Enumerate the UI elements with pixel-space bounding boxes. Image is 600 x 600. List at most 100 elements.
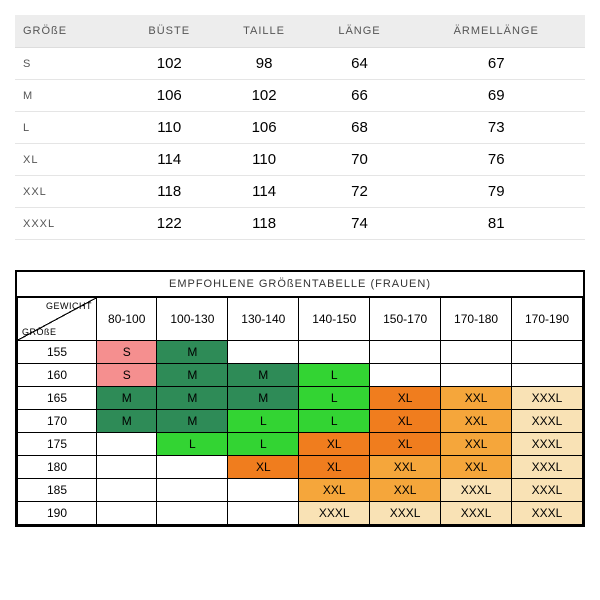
measurements-table: GRÖßEBÜSTETAILLELÄNGEÄRMELLÄNGE S1029864…	[15, 15, 585, 240]
recommendation-row: 190XXXLXXXLXXXLXXXL	[18, 502, 583, 525]
recommendation-row: 185XXLXXLXXXLXXXL	[18, 479, 583, 502]
recommendation-title: EMPFOHLENE GRÖßENTABELLE (FRAUEN)	[17, 272, 583, 297]
recommendation-row-header: 170	[18, 410, 97, 433]
recommendation-col-header: 170-190	[512, 298, 583, 341]
measurements-header-cell: LÄNGE	[312, 15, 408, 48]
measurements-row: M1061026669	[15, 80, 585, 112]
recommendation-cell	[370, 341, 441, 364]
measurements-cell: 73	[407, 112, 585, 144]
recommendation-cell: L	[299, 387, 370, 410]
recommendation-cell: XXL	[441, 433, 512, 456]
measurements-cell: M	[15, 80, 122, 112]
measurements-cell: 79	[407, 176, 585, 208]
recommendation-cell: M	[157, 387, 228, 410]
recommendation-cell	[157, 479, 228, 502]
measurements-cell: 74	[312, 208, 408, 240]
recommendation-cell: XL	[370, 387, 441, 410]
recommendation-row-header: 165	[18, 387, 97, 410]
measurements-cell: 70	[312, 144, 408, 176]
recommendation-col-header: 80-100	[97, 298, 157, 341]
recommendation-cell: XL	[370, 410, 441, 433]
recommendation-cell: XXXL	[512, 502, 583, 525]
recommendation-row: 160SMML	[18, 364, 583, 387]
recommendation-cell	[97, 456, 157, 479]
recommendation-cell	[228, 479, 299, 502]
recommendation-cell	[97, 433, 157, 456]
recommendation-col-header: 150-170	[370, 298, 441, 341]
recommendation-cell	[299, 341, 370, 364]
measurements-cell: 102	[122, 48, 217, 80]
recommendation-cell: XXXL	[512, 387, 583, 410]
recommendation-row: 180XLXLXXLXXLXXXL	[18, 456, 583, 479]
recommendation-row: 155SM	[18, 341, 583, 364]
recommendation-cell: XXXL	[512, 479, 583, 502]
recommendation-cell: XL	[299, 433, 370, 456]
measurements-row: L1101066873	[15, 112, 585, 144]
recommendation-cell: XXXL	[370, 502, 441, 525]
measurements-cell: 67	[407, 48, 585, 80]
measurements-cell: 64	[312, 48, 408, 80]
measurements-cell: 76	[407, 144, 585, 176]
measurements-cell: L	[15, 112, 122, 144]
measurements-body: S102986467M1061026669L1101066873XL114110…	[15, 48, 585, 240]
recommendation-cell: XL	[370, 433, 441, 456]
measurements-cell: 102	[217, 80, 312, 112]
measurements-header-cell: ÄRMELLÄNGE	[407, 15, 585, 48]
recommendation-cell: M	[97, 387, 157, 410]
recommendation-cell	[370, 364, 441, 387]
recommendation-cell	[228, 502, 299, 525]
recommendation-cell: XXXL	[512, 456, 583, 479]
recommendation-cell: M	[157, 341, 228, 364]
measurements-row: XL1141107076	[15, 144, 585, 176]
recommendation-col-header: 170-180	[441, 298, 512, 341]
recommendation-cell: L	[157, 433, 228, 456]
measurements-cell: 114	[122, 144, 217, 176]
corner-label-height: GRÖßE	[22, 327, 57, 337]
measurements-header-cell: GRÖßE	[15, 15, 122, 48]
recommendation-row-header: 180	[18, 456, 97, 479]
recommendation-cell	[228, 341, 299, 364]
measurements-cell: 118	[122, 176, 217, 208]
recommendation-row-header: 160	[18, 364, 97, 387]
measurements-cell: 81	[407, 208, 585, 240]
recommendation-cell	[97, 502, 157, 525]
measurements-cell: 118	[217, 208, 312, 240]
recommendation-cell	[441, 364, 512, 387]
corner-cell: GEWICHT GRÖßE	[18, 298, 97, 341]
recommendation-row: 170MMLLXLXXLXXXL	[18, 410, 583, 433]
recommendation-row-header: 175	[18, 433, 97, 456]
recommendation-cell: L	[299, 410, 370, 433]
recommendation-cell: XXXL	[441, 502, 512, 525]
recommendation-cell: L	[228, 433, 299, 456]
recommendation-cell: S	[97, 341, 157, 364]
recommendation-cell: XXL	[299, 479, 370, 502]
measurements-cell: 68	[312, 112, 408, 144]
measurements-cell: XXXL	[15, 208, 122, 240]
measurements-cell: XL	[15, 144, 122, 176]
measurements-cell: 110	[217, 144, 312, 176]
recommendation-cell: XXL	[441, 410, 512, 433]
spacer	[15, 240, 585, 270]
measurements-row: XXL1181147279	[15, 176, 585, 208]
measurements-cell: 69	[407, 80, 585, 112]
recommendation-cell	[512, 341, 583, 364]
recommendation-cell: XXXL	[512, 410, 583, 433]
recommendation-cell: XL	[228, 456, 299, 479]
recommendation-cell: XXXL	[512, 433, 583, 456]
recommendation-cell: XXXL	[299, 502, 370, 525]
recommendation-cell: M	[228, 364, 299, 387]
recommendation-row: 165MMMLXLXXLXXXL	[18, 387, 583, 410]
recommendation-row: 175LLXLXLXXLXXXL	[18, 433, 583, 456]
recommendation-cell: L	[228, 410, 299, 433]
recommendation-cell: L	[299, 364, 370, 387]
recommendation-cell	[512, 364, 583, 387]
recommendation-cell: XXL	[370, 479, 441, 502]
measurements-header-cell: BÜSTE	[122, 15, 217, 48]
recommendation-cell	[441, 341, 512, 364]
recommendation-cell: XXL	[441, 456, 512, 479]
measurements-cell: 98	[217, 48, 312, 80]
recommendation-cell: XXL	[441, 387, 512, 410]
recommendation-cell	[157, 502, 228, 525]
corner-label-weight: GEWICHT	[46, 301, 92, 311]
measurements-cell: 66	[312, 80, 408, 112]
